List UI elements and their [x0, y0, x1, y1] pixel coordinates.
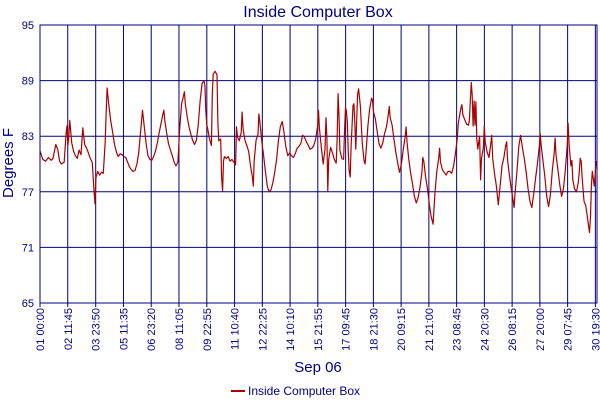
- grid: [39, 24, 597, 304]
- x-tick-label: 08 11:05: [174, 308, 186, 350]
- x-tick-label: 30 19:30: [590, 308, 600, 351]
- x-tick-label: 20 09:15: [396, 308, 408, 351]
- plot-frame: [39, 24, 598, 304]
- legend: Inside Computer Box: [231, 384, 360, 398]
- chart-title: Inside Computer Box: [243, 4, 392, 21]
- x-tick-label: 17 09:45: [341, 308, 353, 351]
- x-tick-label: 05 11:35: [119, 308, 131, 350]
- x-tick-label: 01 00:00: [35, 308, 47, 351]
- y-tick-label: 77: [22, 187, 34, 199]
- x-tick-label: 09 22:55: [202, 308, 214, 351]
- y-axis-title: Degrees F: [0, 128, 17, 198]
- x-tick-label: 23 08:45: [452, 308, 464, 351]
- x-tick-label: 03 23:50: [91, 308, 103, 351]
- y-tick-label: 95: [22, 20, 34, 32]
- x-tick-label: 24 20:30: [479, 308, 491, 351]
- x-tick-label: 26 08:15: [507, 308, 519, 351]
- y-tick-label: 83: [22, 131, 34, 143]
- x-tick-label: 06 23:20: [146, 308, 158, 351]
- x-axis-title: Sep 06: [294, 359, 342, 376]
- x-tick-label: 11 10:40: [230, 308, 242, 350]
- x-tick-label: 21 21:00: [424, 308, 436, 351]
- y-tick-label: 65: [22, 298, 34, 310]
- x-axis: 01 00:00 02 11:45 03 23:50 05 11:35 06 23:20…: [35, 303, 600, 351]
- series-line: [39, 70, 598, 234]
- y-tick-label: 71: [22, 242, 34, 254]
- x-tick-label: 15 21:55: [313, 308, 325, 351]
- x-tick-label: 02 11:45: [63, 308, 75, 350]
- x-tick-label: 27 20:00: [535, 308, 547, 351]
- y-axis: 65 71 77 83 89 95: [22, 20, 34, 310]
- x-tick-label: 18 21:30: [368, 308, 380, 351]
- plot-border: [39, 24, 598, 304]
- x-tick-label: 29 07:45: [563, 308, 575, 351]
- x-tick-label: 12 22:25: [257, 308, 269, 351]
- legend-label: Inside Computer Box: [248, 384, 360, 398]
- x-tick-label: 14 10:10: [285, 308, 297, 351]
- series-layer: [39, 70, 598, 234]
- y-tick-label: 89: [22, 76, 34, 88]
